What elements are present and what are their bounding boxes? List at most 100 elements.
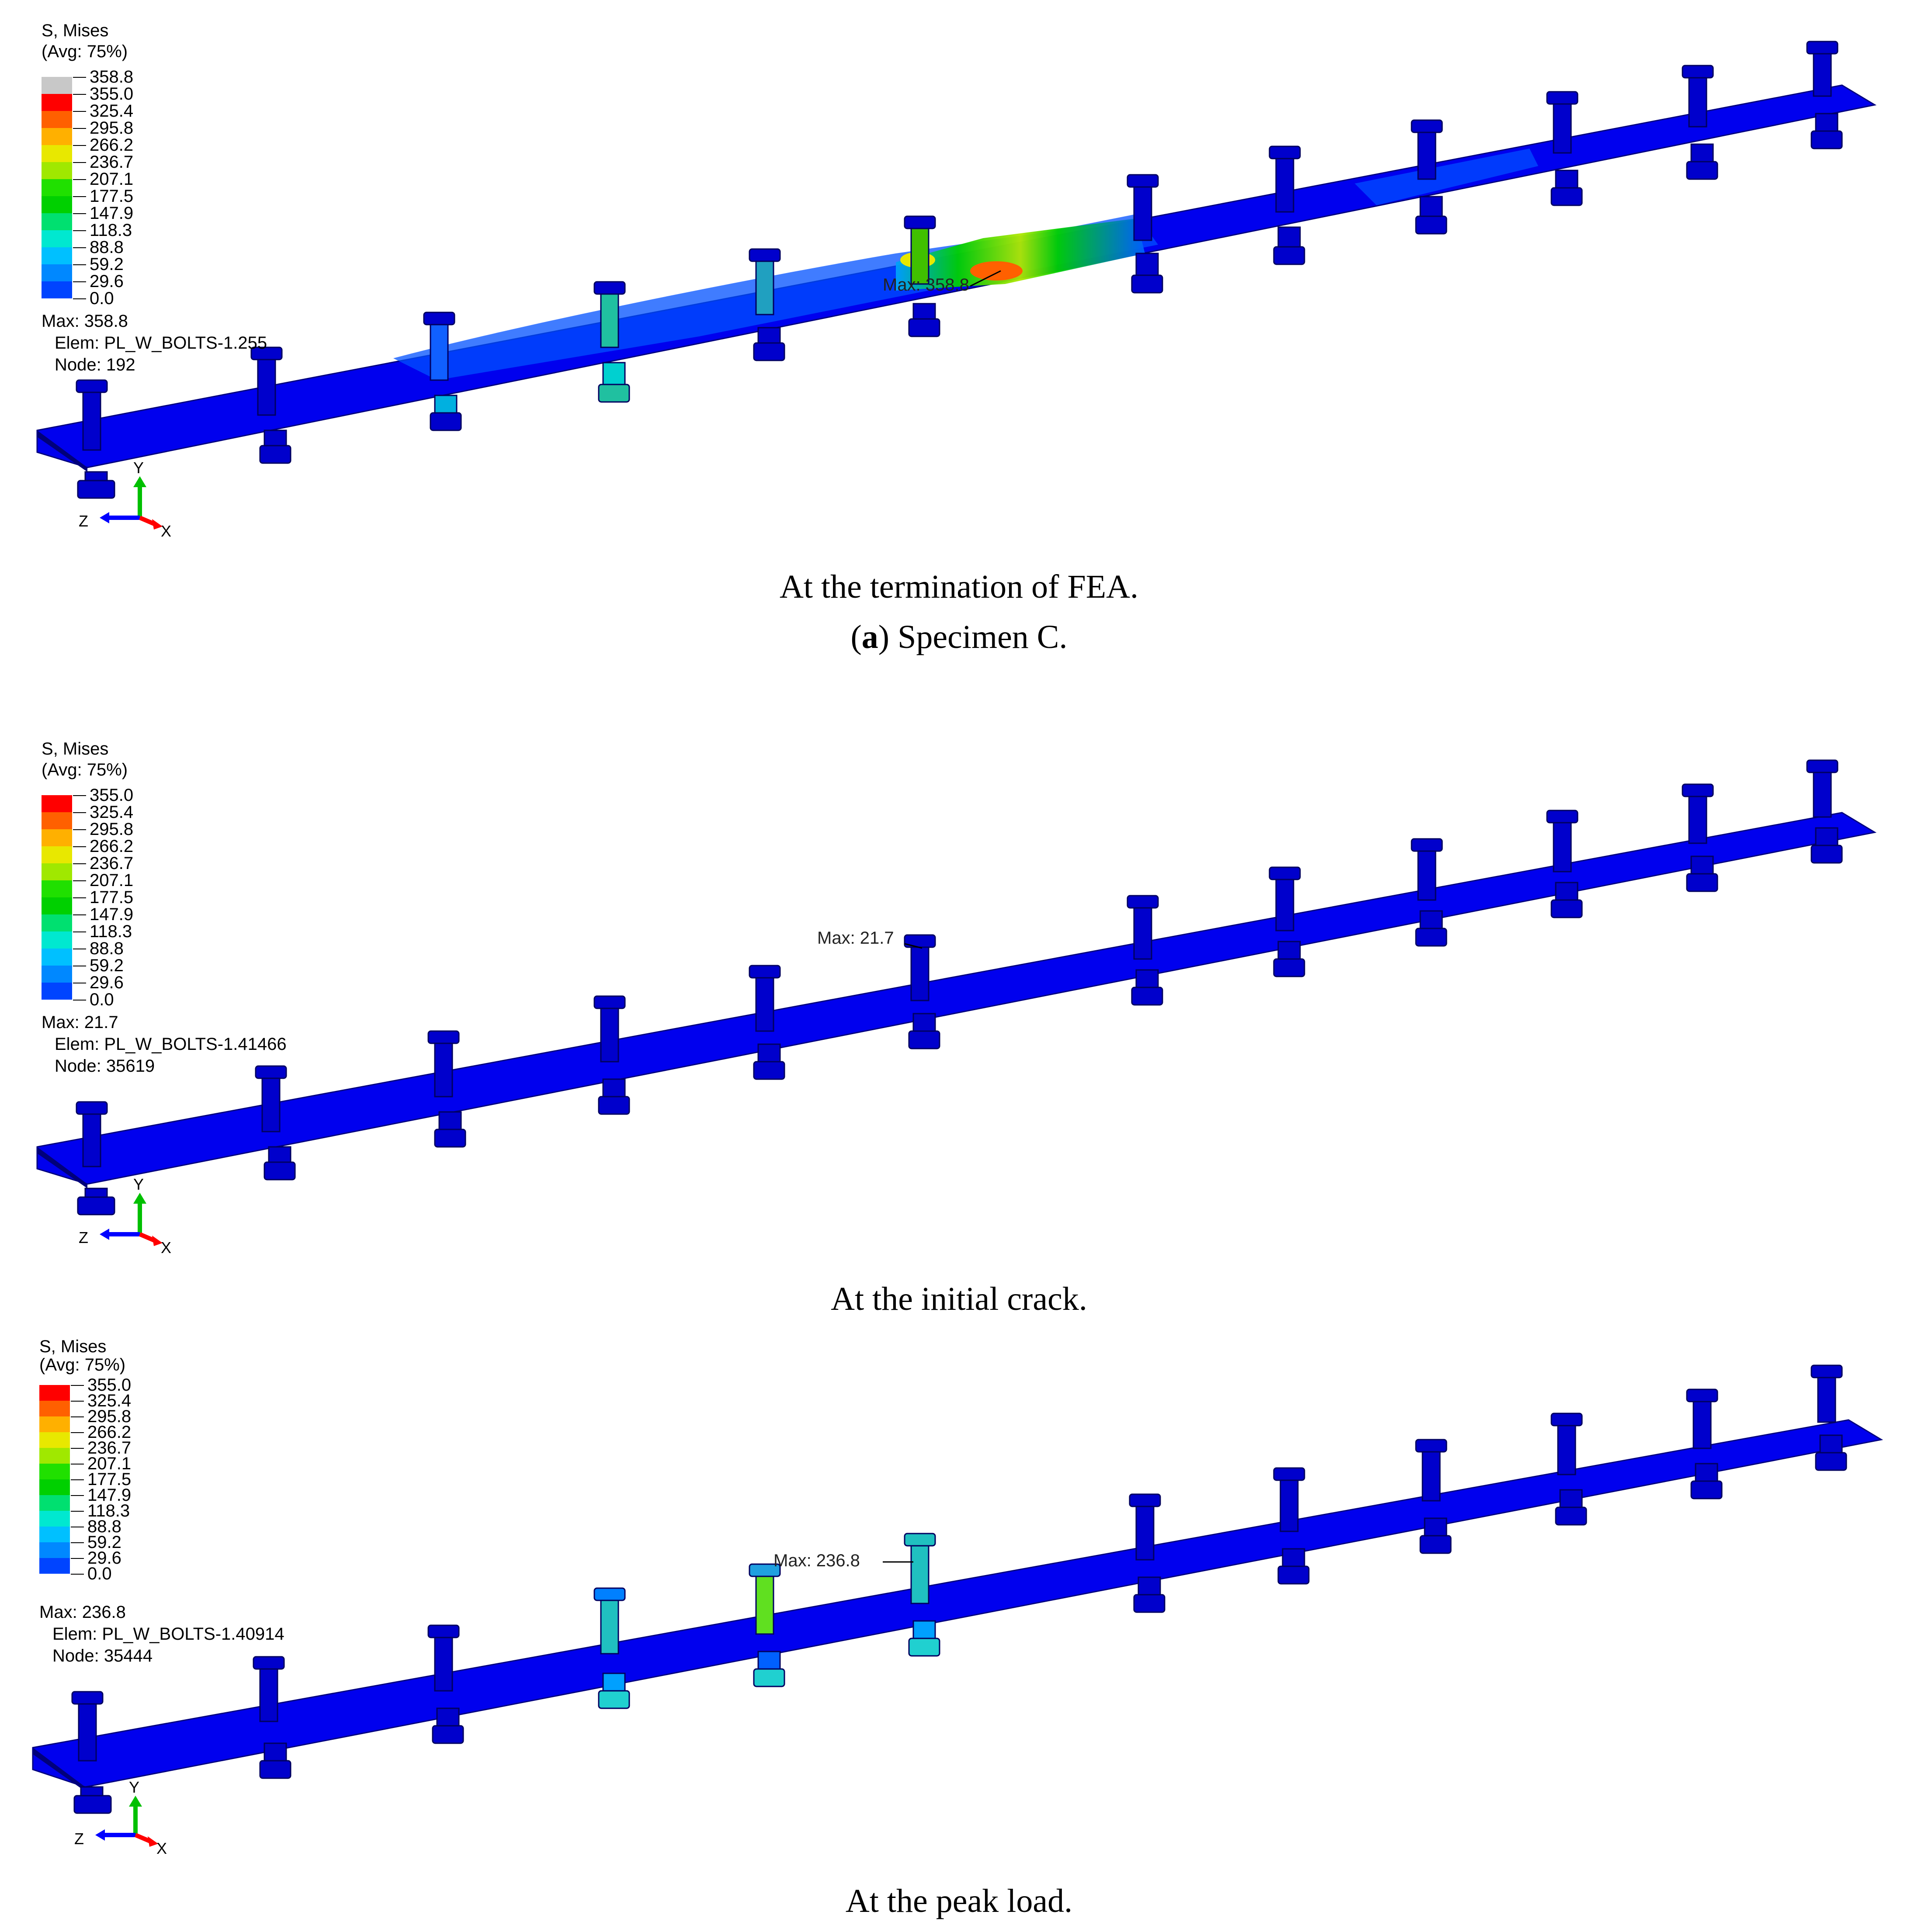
subcaption-letter: a	[861, 619, 878, 655]
legend-tick	[73, 795, 86, 796]
max-value: Max: 236.8	[39, 1603, 126, 1622]
legend-swatch	[42, 145, 72, 162]
legend-value: 118.3	[87, 1501, 130, 1520]
legend-value: 59.2	[87, 1533, 121, 1552]
max-value: Max: 358.8	[42, 312, 128, 331]
legend-tick	[71, 1479, 84, 1480]
legend-swatch	[42, 196, 72, 213]
legend-value: 295.8	[90, 118, 134, 138]
legend-tick	[73, 812, 86, 813]
legend-swatch	[42, 846, 72, 863]
legend-tick	[71, 1495, 84, 1496]
legend-tick	[73, 179, 86, 180]
hotspot	[970, 261, 1023, 280]
legend-value: 207.1	[90, 871, 134, 890]
legend-tick	[73, 897, 86, 898]
legend-value: 177.5	[87, 1470, 132, 1489]
max-location-label: Max: 358.8	[883, 275, 969, 294]
legend-swatch	[42, 931, 72, 949]
legend-tick	[73, 247, 86, 248]
legend-tick	[73, 880, 86, 881]
legend-value: 88.8	[90, 238, 124, 257]
legend-value: 118.3	[90, 221, 132, 240]
legend-swatch	[39, 1432, 70, 1448]
legend-swatch	[42, 213, 72, 230]
legend-tick	[73, 128, 86, 129]
max-value: Max: 21.7	[42, 1013, 118, 1032]
max-location-label: Max: 21.7	[817, 928, 894, 948]
panel-2: S, Mises (Avg: 75%) 355.0 325.4 295.8 266.2…	[0, 717, 1918, 1328]
legend-tick	[71, 1385, 84, 1386]
legend-swatch	[39, 1464, 70, 1479]
legend-swatch	[39, 1511, 70, 1527]
legend-value: 29.6	[90, 272, 124, 291]
legend-tick	[71, 1416, 84, 1417]
legend-swatch	[39, 1495, 70, 1511]
axis-x-label: X	[156, 1839, 167, 1857]
axis-z-label: Z	[74, 1830, 84, 1848]
legend-avg: (Avg: 75%)	[42, 760, 128, 779]
legend-value: 0.0	[87, 1564, 112, 1583]
legend-value: 266.2	[90, 135, 134, 155]
legend-swatch	[42, 128, 72, 145]
legend-tick	[73, 914, 86, 915]
max-node: Node: 35444	[52, 1646, 153, 1665]
legend-tick	[73, 230, 86, 231]
legend-swatch	[42, 914, 72, 931]
steel-plate	[32, 1419, 1883, 1788]
legend-tick	[71, 1574, 84, 1575]
legend-tick	[73, 111, 86, 112]
legend-swatch	[42, 111, 72, 128]
legend-value: 355.0	[87, 1375, 132, 1395]
legend-value: 207.1	[90, 170, 134, 189]
axis-triad	[100, 1193, 163, 1246]
legend-value: 147.9	[87, 1485, 132, 1505]
legend-tick	[73, 94, 86, 95]
legend-title: S, Mises	[42, 739, 109, 758]
legend-value: 325.4	[90, 803, 134, 822]
legend-value: 29.6	[90, 973, 124, 992]
legend-value: 236.7	[90, 854, 134, 873]
legend-value: 59.2	[90, 255, 124, 274]
legend-tick	[73, 264, 86, 265]
legend-value: 295.8	[90, 820, 134, 839]
max-info: Max: 21.7 Elem: PL_W_BOLTS-1.41466 Node:…	[42, 1011, 287, 1077]
axis-y-label: Y	[133, 459, 144, 477]
bolt-group	[71, 1364, 1847, 1814]
legend-value: 29.6	[87, 1548, 121, 1568]
axis-z-label: Z	[79, 512, 88, 530]
legend-tick	[71, 1448, 84, 1449]
legend-tick	[71, 1511, 84, 1512]
legend-tick	[71, 1401, 84, 1402]
stress-zone-low	[1355, 149, 1538, 205]
caption: At the initial crack.	[831, 1281, 1087, 1317]
legend-value: 88.8	[90, 939, 124, 958]
legend-tick	[73, 298, 86, 299]
legend-value: 266.2	[90, 837, 134, 856]
legend-title: S, Mises	[39, 1337, 107, 1356]
bolt-group	[76, 759, 1843, 1215]
max-leader-line	[970, 270, 1001, 287]
legend-tick	[73, 213, 86, 214]
legend-swatch	[42, 829, 72, 846]
axis-triad	[95, 1796, 158, 1847]
axis-y-label: Y	[133, 1175, 144, 1193]
fea-model-view-1	[36, 41, 1877, 530]
steel-plate	[36, 812, 1877, 1185]
legend-tick	[71, 1464, 84, 1465]
legend-swatch	[42, 880, 72, 897]
legend-swatch	[42, 230, 72, 247]
legend-swatch	[42, 179, 72, 196]
legend-swatch	[42, 162, 72, 179]
legend-tick	[73, 77, 86, 78]
legend-value: 325.4	[90, 101, 134, 121]
legend-value: 295.8	[87, 1407, 132, 1426]
legend-tick	[73, 846, 86, 847]
legend-value: 236.7	[87, 1438, 132, 1458]
legend-swatch	[42, 281, 72, 298]
legend-swatch	[42, 94, 72, 111]
legend-value: 177.5	[90, 187, 134, 206]
axis-y-label: Y	[129, 1778, 140, 1796]
plate-edge	[37, 430, 87, 472]
legend-value: 236.7	[90, 152, 134, 172]
